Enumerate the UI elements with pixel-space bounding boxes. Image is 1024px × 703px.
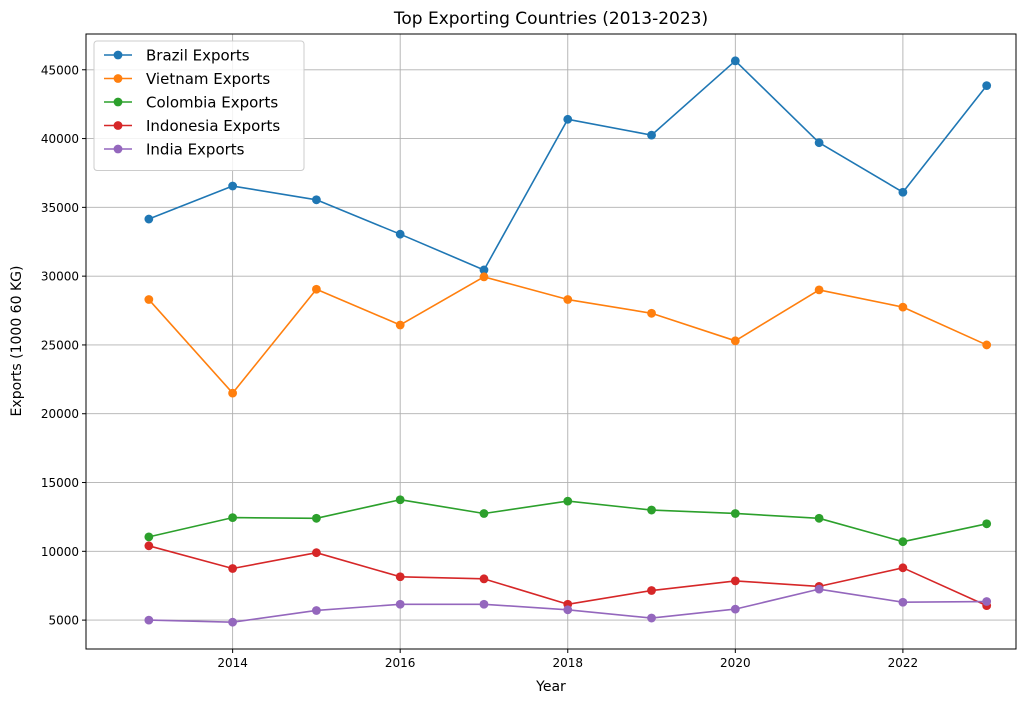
y-tick-label: 15000 bbox=[41, 476, 79, 490]
data-point-colombia-exports bbox=[228, 513, 238, 523]
legend-item: India Exports bbox=[104, 141, 245, 159]
grid-lines bbox=[86, 34, 1016, 649]
data-point-colombia-exports bbox=[563, 496, 573, 506]
x-tick-label: 2020 bbox=[720, 656, 751, 670]
data-point-brazil-exports bbox=[982, 81, 992, 90]
data-point-brazil-exports bbox=[898, 187, 908, 197]
data-point-colombia-exports bbox=[730, 509, 740, 518]
data-point-indonesia-exports bbox=[898, 563, 908, 573]
data-point-brazil-exports bbox=[228, 181, 238, 191]
legend: Brazil Exports Vietnam Exports Colombia Ex… bbox=[93, 40, 305, 171]
legend-label: Colombia Exports bbox=[146, 94, 278, 112]
legend-label: Vietnam Exports bbox=[146, 70, 270, 88]
data-point-vietnam-exports bbox=[563, 295, 573, 304]
data-point-brazil-exports bbox=[144, 214, 154, 224]
data-point-vietnam-exports bbox=[144, 295, 154, 304]
y-tick-label: 25000 bbox=[41, 338, 79, 352]
data-point-vietnam-exports bbox=[395, 320, 405, 330]
data-point-colombia-exports bbox=[144, 532, 154, 542]
legend-marker bbox=[113, 97, 123, 107]
data-point-colombia-exports bbox=[395, 495, 405, 505]
data-point-colombia-exports bbox=[898, 537, 908, 547]
y-tick-label: 10000 bbox=[41, 545, 79, 559]
y-tick-label: 40000 bbox=[41, 132, 79, 146]
data-point-brazil-exports bbox=[647, 130, 656, 140]
data-point-indonesia-exports bbox=[228, 564, 238, 573]
data-point-indonesia-exports bbox=[647, 586, 656, 595]
series-india-exports bbox=[144, 584, 992, 627]
data-point-indonesia-exports bbox=[479, 574, 489, 584]
data-point-indonesia-exports bbox=[312, 548, 321, 558]
data-point-indonesia-exports bbox=[730, 576, 740, 586]
data-point-colombia-exports bbox=[312, 513, 321, 523]
data-point-brazil-exports bbox=[479, 265, 489, 275]
series-colombia-exports bbox=[144, 495, 992, 547]
legend-marker bbox=[113, 50, 123, 60]
data-point-brazil-exports bbox=[814, 138, 824, 148]
chart-title: Top Exporting Countries (2013-2023) bbox=[393, 9, 708, 29]
series-vietnam-exports bbox=[144, 272, 992, 398]
y-tick-label: 30000 bbox=[41, 270, 79, 284]
data-point-indonesia-exports bbox=[144, 541, 154, 551]
legend-label: Brazil Exports bbox=[146, 47, 250, 65]
legend-label: India Exports bbox=[146, 141, 245, 159]
data-point-india-exports bbox=[730, 604, 740, 614]
data-point-india-exports bbox=[898, 597, 908, 607]
data-point-brazil-exports bbox=[395, 229, 405, 239]
x-axis-label: Year bbox=[535, 679, 566, 695]
series-layer bbox=[144, 56, 992, 627]
data-point-vietnam-exports bbox=[814, 285, 824, 295]
legend-label: Indonesia Exports bbox=[146, 117, 280, 135]
legend-item: Indonesia Exports bbox=[104, 117, 280, 135]
plot-frame bbox=[85, 33, 1017, 650]
data-point-vietnam-exports bbox=[982, 340, 992, 350]
data-point-india-exports bbox=[144, 615, 154, 625]
y-tick-label: 20000 bbox=[41, 407, 79, 421]
legend-marker bbox=[113, 74, 123, 83]
data-point-india-exports bbox=[228, 617, 238, 627]
data-point-vietnam-exports bbox=[479, 272, 489, 282]
data-point-vietnam-exports bbox=[228, 388, 238, 398]
legend-item: Vietnam Exports bbox=[104, 70, 270, 88]
data-point-india-exports bbox=[312, 606, 321, 615]
data-point-india-exports bbox=[395, 599, 405, 609]
data-point-colombia-exports bbox=[647, 505, 656, 515]
x-tick-label: 2018 bbox=[552, 656, 583, 670]
data-point-vietnam-exports bbox=[730, 336, 740, 346]
data-point-vietnam-exports bbox=[647, 308, 656, 318]
x-tick-label: 2016 bbox=[385, 656, 416, 670]
y-tick-label: 35000 bbox=[41, 201, 79, 215]
y-axis-label: Exports (1000 60 KG) bbox=[9, 266, 25, 417]
data-point-colombia-exports bbox=[982, 519, 992, 529]
series-brazil-exports bbox=[144, 56, 992, 275]
data-point-brazil-exports bbox=[730, 56, 740, 66]
data-point-india-exports bbox=[982, 597, 992, 606]
legend-box bbox=[93, 40, 305, 171]
legend-marker bbox=[113, 144, 123, 154]
x-tick-label: 2014 bbox=[217, 656, 248, 670]
y-axis-ticks: 5000 10000 15000 20000 25000 30000 35000 40000 4… bbox=[41, 63, 86, 628]
legend-marker bbox=[113, 121, 123, 130]
data-point-india-exports bbox=[647, 613, 656, 623]
data-point-brazil-exports bbox=[563, 114, 573, 124]
data-point-india-exports bbox=[563, 605, 573, 615]
legend-item: Colombia Exports bbox=[104, 94, 278, 112]
y-tick-label: 45000 bbox=[41, 63, 79, 77]
legend-item: Brazil Exports bbox=[104, 47, 250, 65]
data-point-colombia-exports bbox=[479, 509, 489, 518]
x-axis-ticks: 2014 2016 2018 2020 2022 bbox=[217, 649, 918, 670]
data-point-vietnam-exports bbox=[898, 302, 908, 312]
data-point-india-exports bbox=[479, 599, 489, 609]
data-point-colombia-exports bbox=[814, 513, 824, 523]
x-tick-label: 2022 bbox=[888, 656, 919, 670]
data-point-vietnam-exports bbox=[312, 284, 321, 294]
data-point-india-exports bbox=[814, 584, 824, 594]
data-point-indonesia-exports bbox=[395, 572, 405, 582]
data-point-brazil-exports bbox=[312, 195, 321, 205]
y-tick-label: 5000 bbox=[48, 614, 79, 628]
